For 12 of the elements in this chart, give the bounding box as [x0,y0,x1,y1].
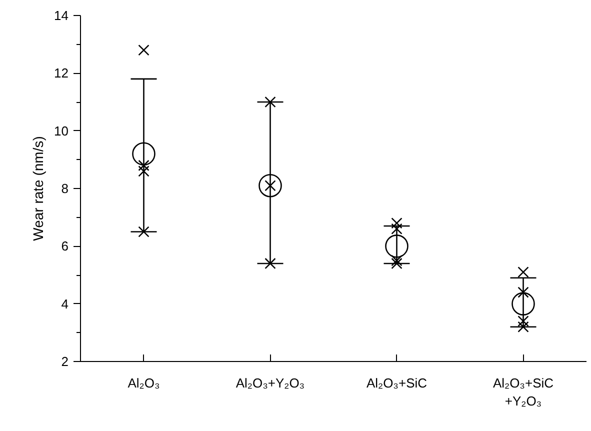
y-tick-label: 2 [61,354,69,369]
x-tick-label: Al₂O₃ [128,376,160,390]
y-tick-label: 12 [54,66,69,81]
y-tick-label: 8 [61,181,69,196]
x-tick-label: Al₂O₃+SiC +Y₂O₃ [492,376,554,408]
y-axis-title: Wear rate (nm/s) [30,136,46,241]
y-tick-label: 14 [54,8,69,23]
x-tick-label: Al₂O₃+SiC [366,376,428,390]
y-tick-label: 4 [61,296,69,312]
y-tick-label: 6 [61,238,69,254]
x-tick-label: Al₂O₃+Y₂O₃ [236,376,305,390]
y-tick-label: 10 [54,123,69,138]
